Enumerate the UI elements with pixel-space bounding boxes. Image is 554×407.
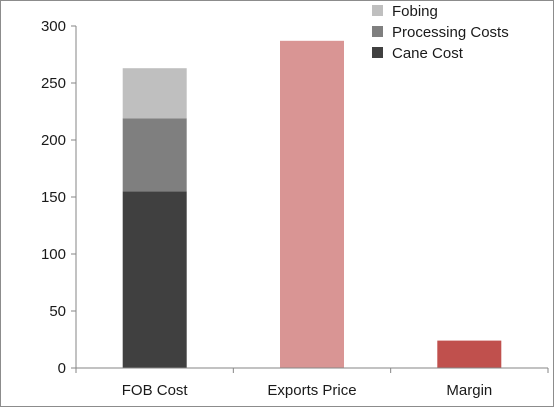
chart-axes: 0 50 100 150 200 250 300 FOB Cost Exports Price M… bbox=[41, 18, 549, 399]
y-tick-label: 0 bbox=[58, 360, 66, 377]
y-tick-label: 100 bbox=[41, 246, 66, 263]
legend-swatch bbox=[372, 47, 383, 58]
legend-label: Processing Costs bbox=[392, 24, 509, 41]
bar-fob-cost-cane-cost bbox=[122, 191, 187, 368]
x-tick-label: Margin bbox=[446, 382, 492, 399]
legend-swatch bbox=[372, 26, 383, 37]
legend-swatch bbox=[372, 5, 383, 16]
y-tick-label: 50 bbox=[49, 303, 66, 320]
y-tick-label: 300 bbox=[41, 18, 66, 35]
bar-fob-cost-fobing bbox=[122, 68, 187, 119]
legend-label: Fobing bbox=[392, 3, 438, 20]
y-tick-label: 150 bbox=[41, 189, 66, 206]
chart-marks bbox=[122, 40, 502, 369]
bar-margin bbox=[437, 340, 502, 368]
legend-label: Cane Cost bbox=[392, 45, 464, 62]
x-tick-label: FOB Cost bbox=[122, 382, 189, 399]
chart-legend: Fobing Processing Costs Cane Cost bbox=[372, 3, 509, 62]
y-tick-label: 250 bbox=[41, 75, 66, 92]
bar-fob-cost-processing-costs bbox=[122, 118, 187, 192]
x-tick-label: Exports Price bbox=[267, 382, 356, 399]
y-tick-label: 200 bbox=[41, 132, 66, 149]
bar-exports-price bbox=[280, 40, 344, 369]
